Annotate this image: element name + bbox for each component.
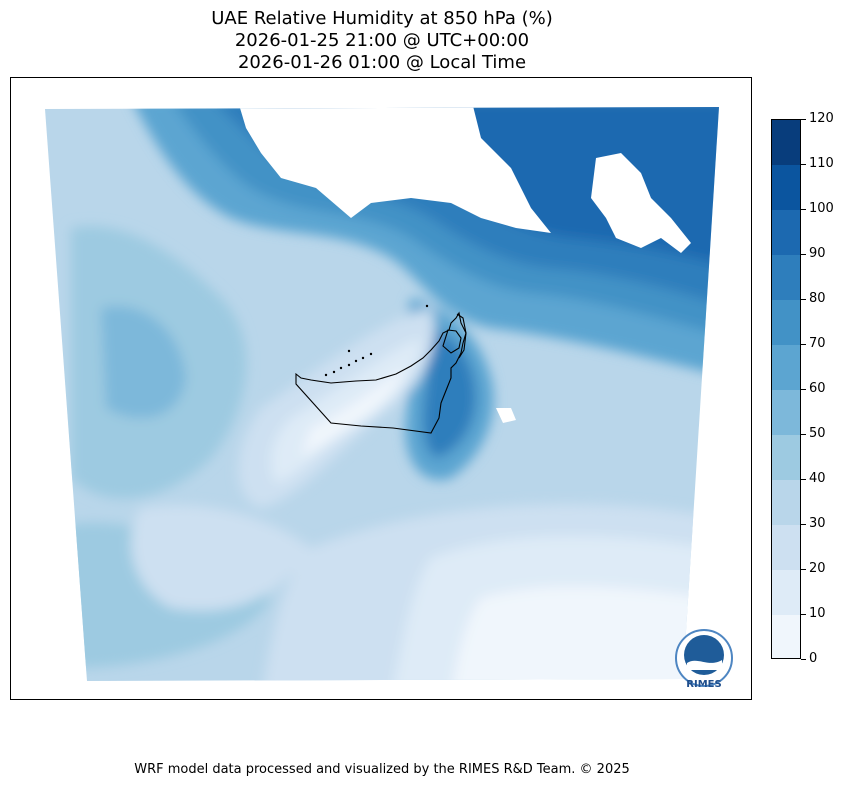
colorbar-tick bbox=[801, 613, 806, 615]
colorbar-tick bbox=[801, 523, 806, 525]
time-local: 2026-01-26 01:00 @ Local Time bbox=[237, 52, 527, 73]
colorbar-segment bbox=[772, 390, 800, 435]
colorbar-tick-label: 70 bbox=[809, 336, 826, 351]
colorbar-tick-label: 0 bbox=[809, 651, 818, 666]
colorbar-tick bbox=[801, 658, 806, 660]
humidity-map: RIMES bbox=[45, 107, 733, 690]
colorbar-segment bbox=[772, 120, 800, 165]
colorbar-tick bbox=[801, 118, 806, 120]
colorbar-segment bbox=[772, 345, 800, 390]
colorbar-tick bbox=[801, 568, 806, 570]
logo-text: RIMES bbox=[686, 679, 721, 690]
colorbar-tick bbox=[801, 343, 806, 345]
colorbar-segment bbox=[772, 300, 800, 345]
colorbar-tick-label: 110 bbox=[809, 156, 834, 171]
colorbar-tick bbox=[801, 433, 806, 435]
colorbar-segment bbox=[772, 210, 800, 255]
footer-credit: WRF model data processed and visualized … bbox=[134, 762, 630, 777]
colorbar-segment bbox=[772, 255, 800, 300]
islands bbox=[324, 304, 429, 377]
country-border bbox=[295, 311, 467, 434]
colorbar-tick-label: 80 bbox=[809, 291, 826, 306]
colorbar-tick-label: 10 bbox=[809, 606, 826, 621]
chart-title: UAE Relative Humidity at 850 hPa (%) bbox=[211, 8, 553, 29]
colorbar-segment bbox=[772, 570, 800, 615]
colorbar-tick bbox=[801, 253, 806, 255]
colorbar-segment bbox=[772, 435, 800, 480]
colorbar-tick-label: 100 bbox=[809, 201, 834, 216]
map-frame: RIMES bbox=[10, 77, 752, 700]
humidity-field bbox=[45, 107, 719, 681]
colorbar-tick-label: 120 bbox=[809, 111, 834, 126]
colorbar-segment bbox=[772, 615, 800, 658]
colorbar-segment bbox=[772, 525, 800, 570]
colorbar-tick-label: 50 bbox=[809, 426, 826, 441]
colorbar-tick bbox=[801, 163, 806, 165]
colorbar-tick-label: 30 bbox=[809, 516, 826, 531]
colorbar-tick-label: 20 bbox=[809, 561, 826, 576]
colorbar-tick-label: 40 bbox=[809, 471, 826, 486]
colorbar-segment bbox=[772, 165, 800, 210]
colorbar-tick-label: 90 bbox=[809, 246, 826, 261]
colorbar-tick bbox=[801, 298, 806, 300]
colorbar-segment bbox=[772, 480, 800, 525]
colorbar-tick bbox=[801, 208, 806, 210]
rimes-logo: RIMES bbox=[675, 629, 733, 690]
colorbar bbox=[771, 119, 801, 659]
colorbar-tick bbox=[801, 388, 806, 390]
time-utc: 2026-01-25 21:00 @ UTC+00:00 bbox=[234, 30, 530, 51]
colorbar-tick bbox=[801, 478, 806, 480]
colorbar-tick-label: 60 bbox=[809, 381, 826, 396]
